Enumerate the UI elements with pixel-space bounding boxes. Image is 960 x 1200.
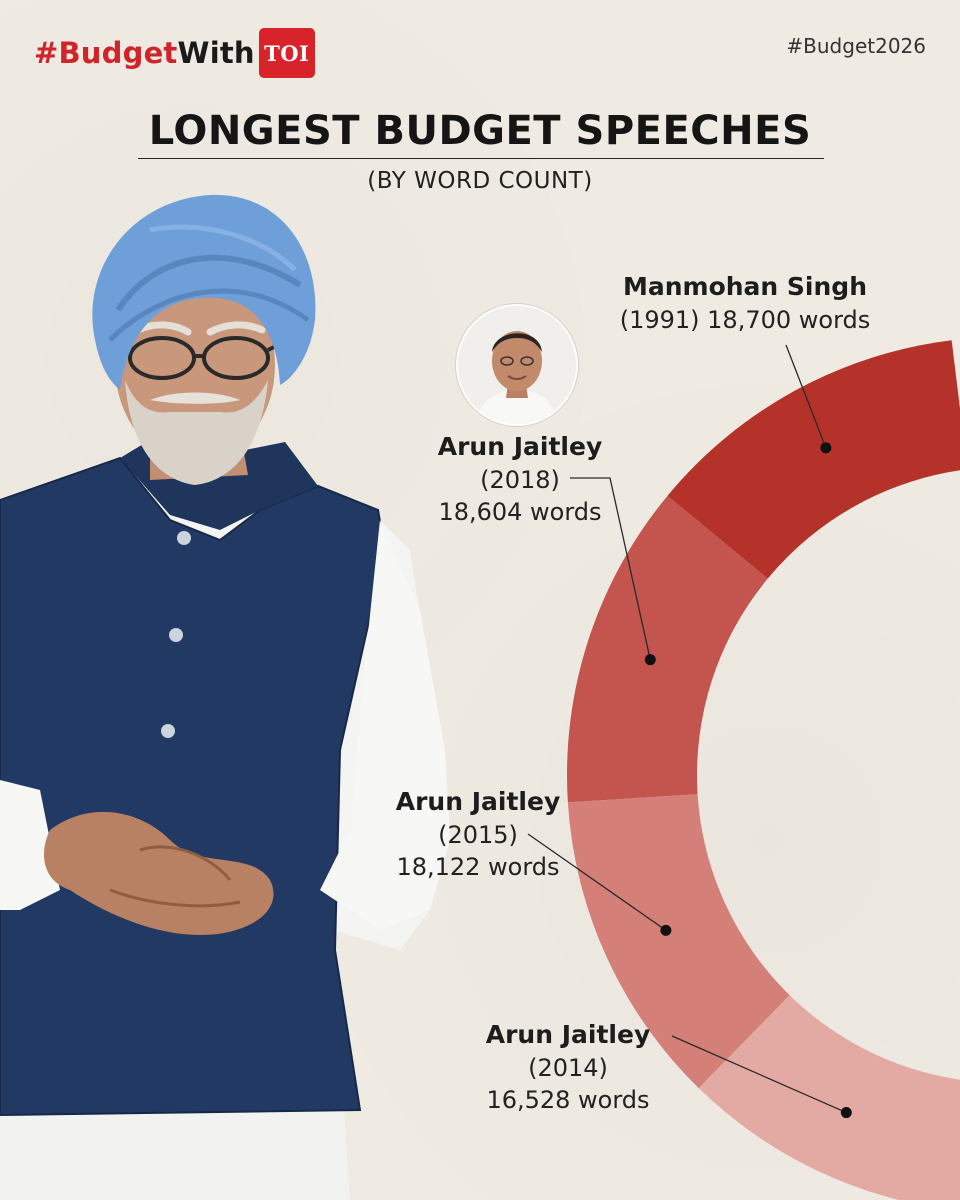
- label-year: (2015): [438, 820, 518, 849]
- label-value: 16,528 words: [486, 1086, 650, 1115]
- toi-logo-text: TOI: [264, 40, 310, 66]
- label-2018: Arun Jaitley (2018) 18,604 words: [410, 430, 630, 529]
- manmohan-singh-portrait: [0, 194, 450, 1200]
- label-2014: Arun Jaitley (2014) 16,528 words: [458, 1018, 678, 1117]
- label-value: 18,122 words: [396, 853, 560, 882]
- label-name: Arun Jaitley: [437, 432, 603, 461]
- toi-logo-icon: TOI: [258, 28, 315, 78]
- label-name: Manmohan Singh: [622, 272, 867, 301]
- label-value: (1991) 18,700 words: [619, 305, 871, 334]
- label-year: (2014): [528, 1053, 608, 1082]
- donut-segment-1991: [667, 340, 960, 579]
- label-year: (2018): [480, 465, 560, 494]
- person-icon: [458, 306, 576, 424]
- page-title: LONGEST BUDGET SPEECHES: [148, 108, 812, 154]
- hashtag: #Budget2026: [786, 34, 926, 58]
- label-value: 18,604 words: [438, 498, 602, 527]
- brand-with: With: [177, 36, 255, 70]
- label-name: Arun Jaitley: [485, 1020, 651, 1049]
- label-name: Arun Jaitley: [395, 787, 561, 816]
- page-subtitle: (BY WORD COUNT): [367, 168, 593, 194]
- label-1991: Manmohan Singh (1991) 18,700 words: [600, 270, 890, 336]
- title-underline: [138, 158, 824, 159]
- brand-logo: #Budget With TOI: [34, 28, 315, 78]
- brand-hash-budget: #Budget: [34, 36, 178, 70]
- arun-jaitley-photo: [456, 304, 578, 426]
- label-2015: Arun Jaitley (2015) 18,122 words: [368, 785, 588, 884]
